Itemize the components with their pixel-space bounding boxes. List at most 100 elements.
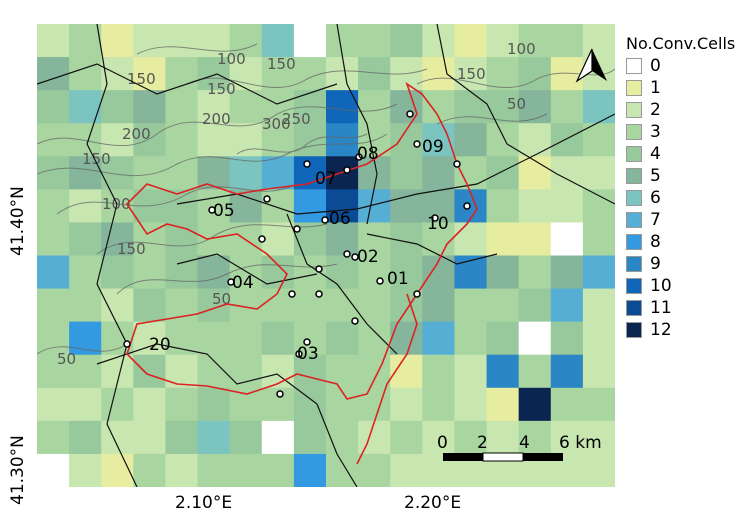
station-label-07: 07 [315, 169, 337, 189]
district-borders [37, 24, 615, 487]
station-marker [303, 160, 311, 168]
grid-cell [69, 255, 102, 290]
grid-cell [550, 189, 584, 223]
grid-cell [165, 255, 199, 290]
grid-cell [197, 90, 231, 124]
grid-cell [550, 321, 584, 356]
grid-cell [358, 189, 391, 223]
legend-label: 12 [650, 320, 672, 340]
grid-cell [550, 90, 584, 124]
station-marker [288, 290, 296, 298]
grid-cell [261, 321, 295, 356]
grid-cell [358, 354, 391, 389]
grid-cell [37, 57, 70, 91]
grid-cell [133, 420, 166, 455]
legend-entry-10: 10 [626, 275, 735, 297]
grid-cell [101, 90, 134, 124]
legend-entry-2: 2 [626, 99, 735, 121]
grid-cell [229, 24, 263, 58]
legend-title: No.Conv.Cells [626, 34, 736, 53]
station-marker [276, 390, 284, 398]
legend-label: 2 [650, 100, 661, 120]
legend-swatch [626, 168, 642, 184]
grid-cell [582, 222, 615, 256]
grid-cell [261, 57, 295, 91]
grid-cell [422, 321, 455, 356]
station-markers [123, 110, 471, 398]
grid-cell [133, 354, 166, 389]
scale-bar-tick: 4 [519, 433, 530, 453]
lon-label-220: 2.20°E [404, 493, 462, 513]
contour-label: 50 [57, 350, 76, 368]
grid-cell [229, 90, 263, 124]
grid-cell [582, 453, 615, 487]
station-label-01: 01 [387, 269, 409, 289]
station-label-10: 10 [427, 214, 449, 234]
grid-cell [261, 453, 295, 487]
grid-cell [261, 420, 295, 455]
grid-cell [486, 24, 520, 58]
grid-cell [358, 24, 391, 58]
grid-cell [101, 123, 134, 157]
grid-cell [69, 90, 102, 124]
legend-entry-4: 4 [626, 143, 735, 165]
grid-cell [550, 24, 584, 58]
grid-cell [518, 90, 552, 124]
grid-cell [326, 189, 359, 223]
grid-cell [197, 123, 231, 157]
grid-cell [518, 156, 552, 190]
grid-cell [229, 453, 263, 487]
station-label-group: 01 02 03 04 05 06 07 08 09 10 20 [149, 137, 449, 364]
grid-cell [582, 321, 615, 356]
grid-cell [165, 354, 199, 389]
grid-cell [486, 189, 520, 223]
legend-entry-12: 12 [626, 319, 735, 341]
grid-cell [293, 255, 327, 290]
station-marker-08 [355, 153, 363, 161]
grid-cell [422, 24, 455, 58]
grid-cell [133, 123, 166, 157]
legend-swatch [626, 190, 642, 206]
legend-swatch [626, 278, 642, 294]
grid-cell [358, 288, 391, 323]
grid-cell [101, 420, 134, 455]
grid-cell [101, 222, 134, 256]
grid-cell [518, 288, 552, 323]
grid-cell [358, 453, 391, 487]
station-marker-09 [413, 140, 421, 148]
grid-cell [390, 156, 423, 190]
scale-bar-tick: 2 [477, 433, 488, 453]
grid-cell [550, 387, 584, 422]
grid-cell [422, 420, 455, 455]
grid-cell [197, 255, 231, 290]
grid-cell [37, 255, 70, 290]
lon-label-210: 2.10°E [175, 493, 233, 513]
lat-label-4130: 41.30°N [8, 435, 28, 505]
grid-cell [133, 453, 166, 487]
grid-cell [293, 354, 327, 389]
grid-cell [550, 420, 584, 455]
station-marker [293, 225, 301, 233]
grid-cell [229, 321, 263, 356]
contour-label: 150 [267, 55, 296, 73]
grid-cell [293, 321, 327, 356]
grid-cell [229, 189, 263, 223]
north-arrow-right [592, 49, 607, 81]
grid-cell [69, 189, 102, 223]
grid-cell [518, 222, 552, 256]
grid-cell [37, 222, 70, 256]
grid-cell [518, 189, 552, 223]
grid-cell [454, 57, 488, 91]
grid-cell [69, 453, 102, 487]
legend: No.Conv.Cells 0 1 2 3 4 5 6 7 8 9 10 11 12 [626, 34, 735, 341]
legend-rows: 0 1 2 3 4 5 6 7 8 9 10 11 12 [626, 55, 735, 341]
legend-label: 5 [650, 166, 661, 186]
grid-cell [197, 57, 231, 91]
grid-cell [101, 255, 134, 290]
grid-cell [133, 387, 166, 422]
grid-cell [101, 453, 134, 487]
station-marker-02 [351, 253, 359, 261]
grid-cell [390, 453, 423, 487]
legend-entry-9: 9 [626, 253, 735, 275]
